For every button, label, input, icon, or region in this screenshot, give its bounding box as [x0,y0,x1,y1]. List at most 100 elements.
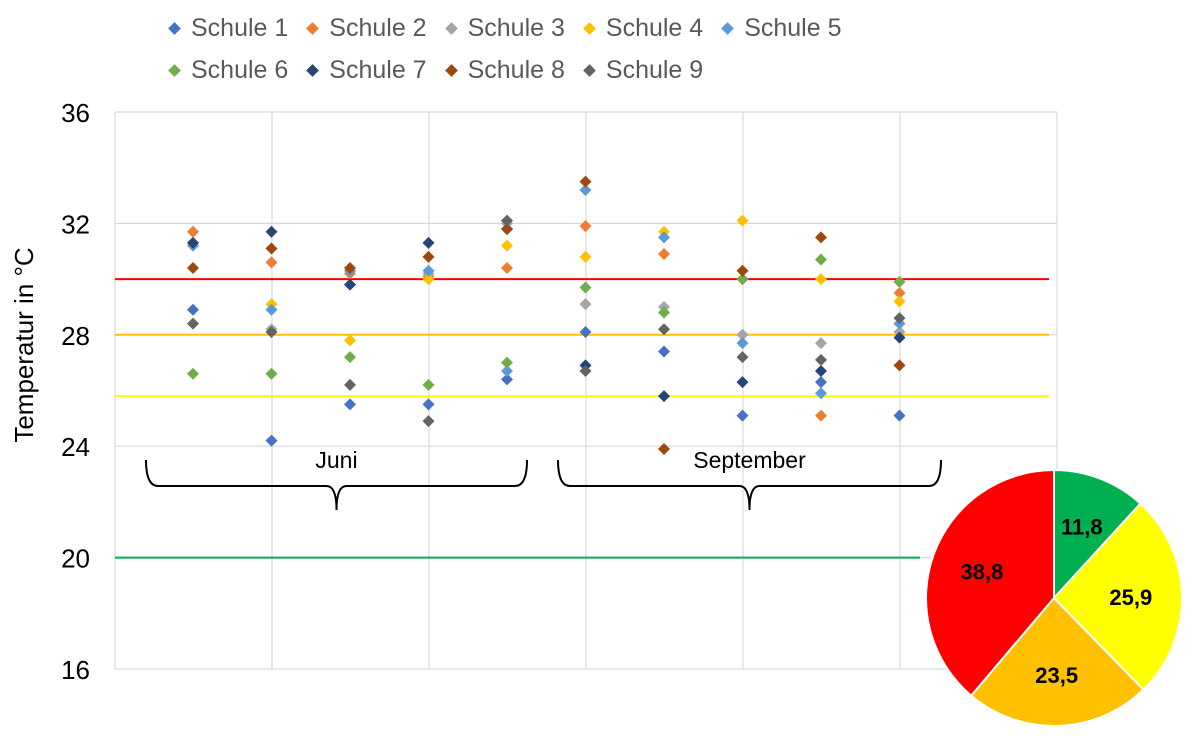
legend-item: Schule 3 [444,14,565,43]
bracket [557,459,942,511]
pie-slice-label: 11,8 [1061,514,1103,539]
data-point [893,287,906,300]
data-point [344,278,356,291]
data-point [579,365,592,378]
data-point [501,373,513,386]
data-point [344,334,356,347]
legend-row: Schule 6 Schule 7 Schule 8 Schule 9 [168,56,723,85]
data-point [815,353,827,366]
data-point [658,390,670,403]
data-point [344,378,356,391]
data-point [736,337,749,350]
legend-label: Schule 4 [605,14,704,42]
pie-slice [1053,468,1142,601]
data-point [501,365,513,378]
y-tick-label: 16 [61,655,90,685]
chart-legend: Schule 1 Schule 2 Schule 3 Schule 4 Schule 5… [0,0,1200,100]
legend-item: Schule 6 [168,56,289,85]
data-point [579,281,592,294]
data-point [736,214,749,227]
data-point [579,175,592,188]
data-point [344,261,356,274]
data-point [422,250,435,263]
legend-label: Schule 9 [605,56,704,84]
data-points [187,175,906,455]
data-point [265,303,278,316]
data-point [893,331,906,344]
data-point [658,323,670,336]
month-label: Juni [315,447,357,473]
data-point [187,225,199,238]
data-point [815,253,827,266]
data-point [579,183,592,196]
data-point [265,256,278,269]
data-point [501,261,513,274]
data-point [736,409,749,422]
pie-slice [969,596,1145,728]
data-point [501,239,513,252]
data-point [344,351,356,364]
data-point [815,337,827,350]
pie-slice-label: 38,8 [960,560,1003,585]
data-point [658,345,670,358]
month-brackets: Juni September [145,447,942,511]
data-point [893,359,906,372]
data-point [658,442,670,455]
data-point [501,214,513,227]
data-point [736,328,749,341]
data-point [893,409,906,422]
legend-label: Schule 7 [329,56,427,84]
data-point [736,264,749,277]
legend-item: Schule 4 [583,14,704,43]
data-point [187,236,199,249]
reference-lines [115,278,1049,559]
data-point [501,356,513,369]
legend-item: Schule 8 [444,56,565,85]
data-point [187,303,199,316]
legend-label: Schule 2 [329,14,427,42]
data-point [736,273,749,286]
data-point [422,236,435,249]
pie-chart: 11,8 25,9 23,5 38,8 [925,468,1183,728]
data-point [265,326,278,339]
legend-item: Schule 1 [168,14,288,43]
data-point [422,398,435,411]
data-point [265,367,278,380]
data-point [422,273,435,286]
pie-slice [1052,502,1183,692]
y-tick-label: 24 [61,432,90,462]
data-point [422,264,435,277]
data-point [658,248,670,261]
data-point [893,275,906,288]
data-point [579,298,592,311]
bracket [145,459,528,511]
data-point [422,378,435,391]
y-tick-label: 36 [61,98,90,128]
grid-lines [114,111,1058,670]
y-axis-ticks: 16 20 24 28 32 36 [61,98,90,685]
y-tick-label: 28 [61,321,90,351]
y-tick-label: 20 [61,544,90,574]
data-point [187,261,199,274]
data-point [658,231,670,244]
data-point [815,376,827,389]
legend-label: Schule 3 [467,14,565,42]
data-point [893,295,906,308]
pie-slice-label: 23,5 [1035,663,1078,688]
data-point [579,250,592,263]
pie-slice [925,468,1055,698]
legend-item: Schule 9 [583,56,704,85]
data-point [187,317,199,330]
data-point [265,225,278,238]
data-point [815,231,827,244]
data-point [344,398,356,411]
y-tick-label: 32 [61,209,90,239]
data-point [187,367,199,380]
legend-label: Schule 6 [191,56,289,84]
data-point [579,220,592,233]
data-point [265,242,278,255]
legend-label: Schule 5 [744,14,842,42]
data-point [736,376,749,389]
data-point [422,415,435,428]
